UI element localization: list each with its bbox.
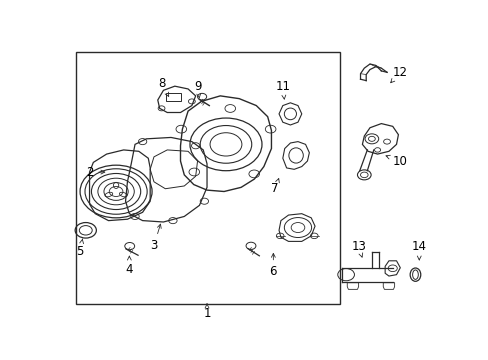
Text: 1: 1 bbox=[203, 304, 210, 320]
Text: 7: 7 bbox=[271, 179, 279, 195]
Text: 5: 5 bbox=[76, 239, 83, 258]
Text: 13: 13 bbox=[350, 240, 366, 257]
Text: 12: 12 bbox=[390, 66, 407, 83]
Text: 8: 8 bbox=[158, 77, 168, 96]
Text: 9: 9 bbox=[193, 80, 201, 98]
Text: 6: 6 bbox=[269, 253, 277, 278]
Text: 4: 4 bbox=[125, 256, 133, 276]
Text: 14: 14 bbox=[411, 240, 426, 260]
Text: 2: 2 bbox=[85, 166, 104, 179]
Text: 11: 11 bbox=[275, 80, 290, 99]
Text: 3: 3 bbox=[150, 224, 161, 252]
Bar bbox=[76, 51, 339, 304]
Text: 10: 10 bbox=[385, 154, 407, 167]
